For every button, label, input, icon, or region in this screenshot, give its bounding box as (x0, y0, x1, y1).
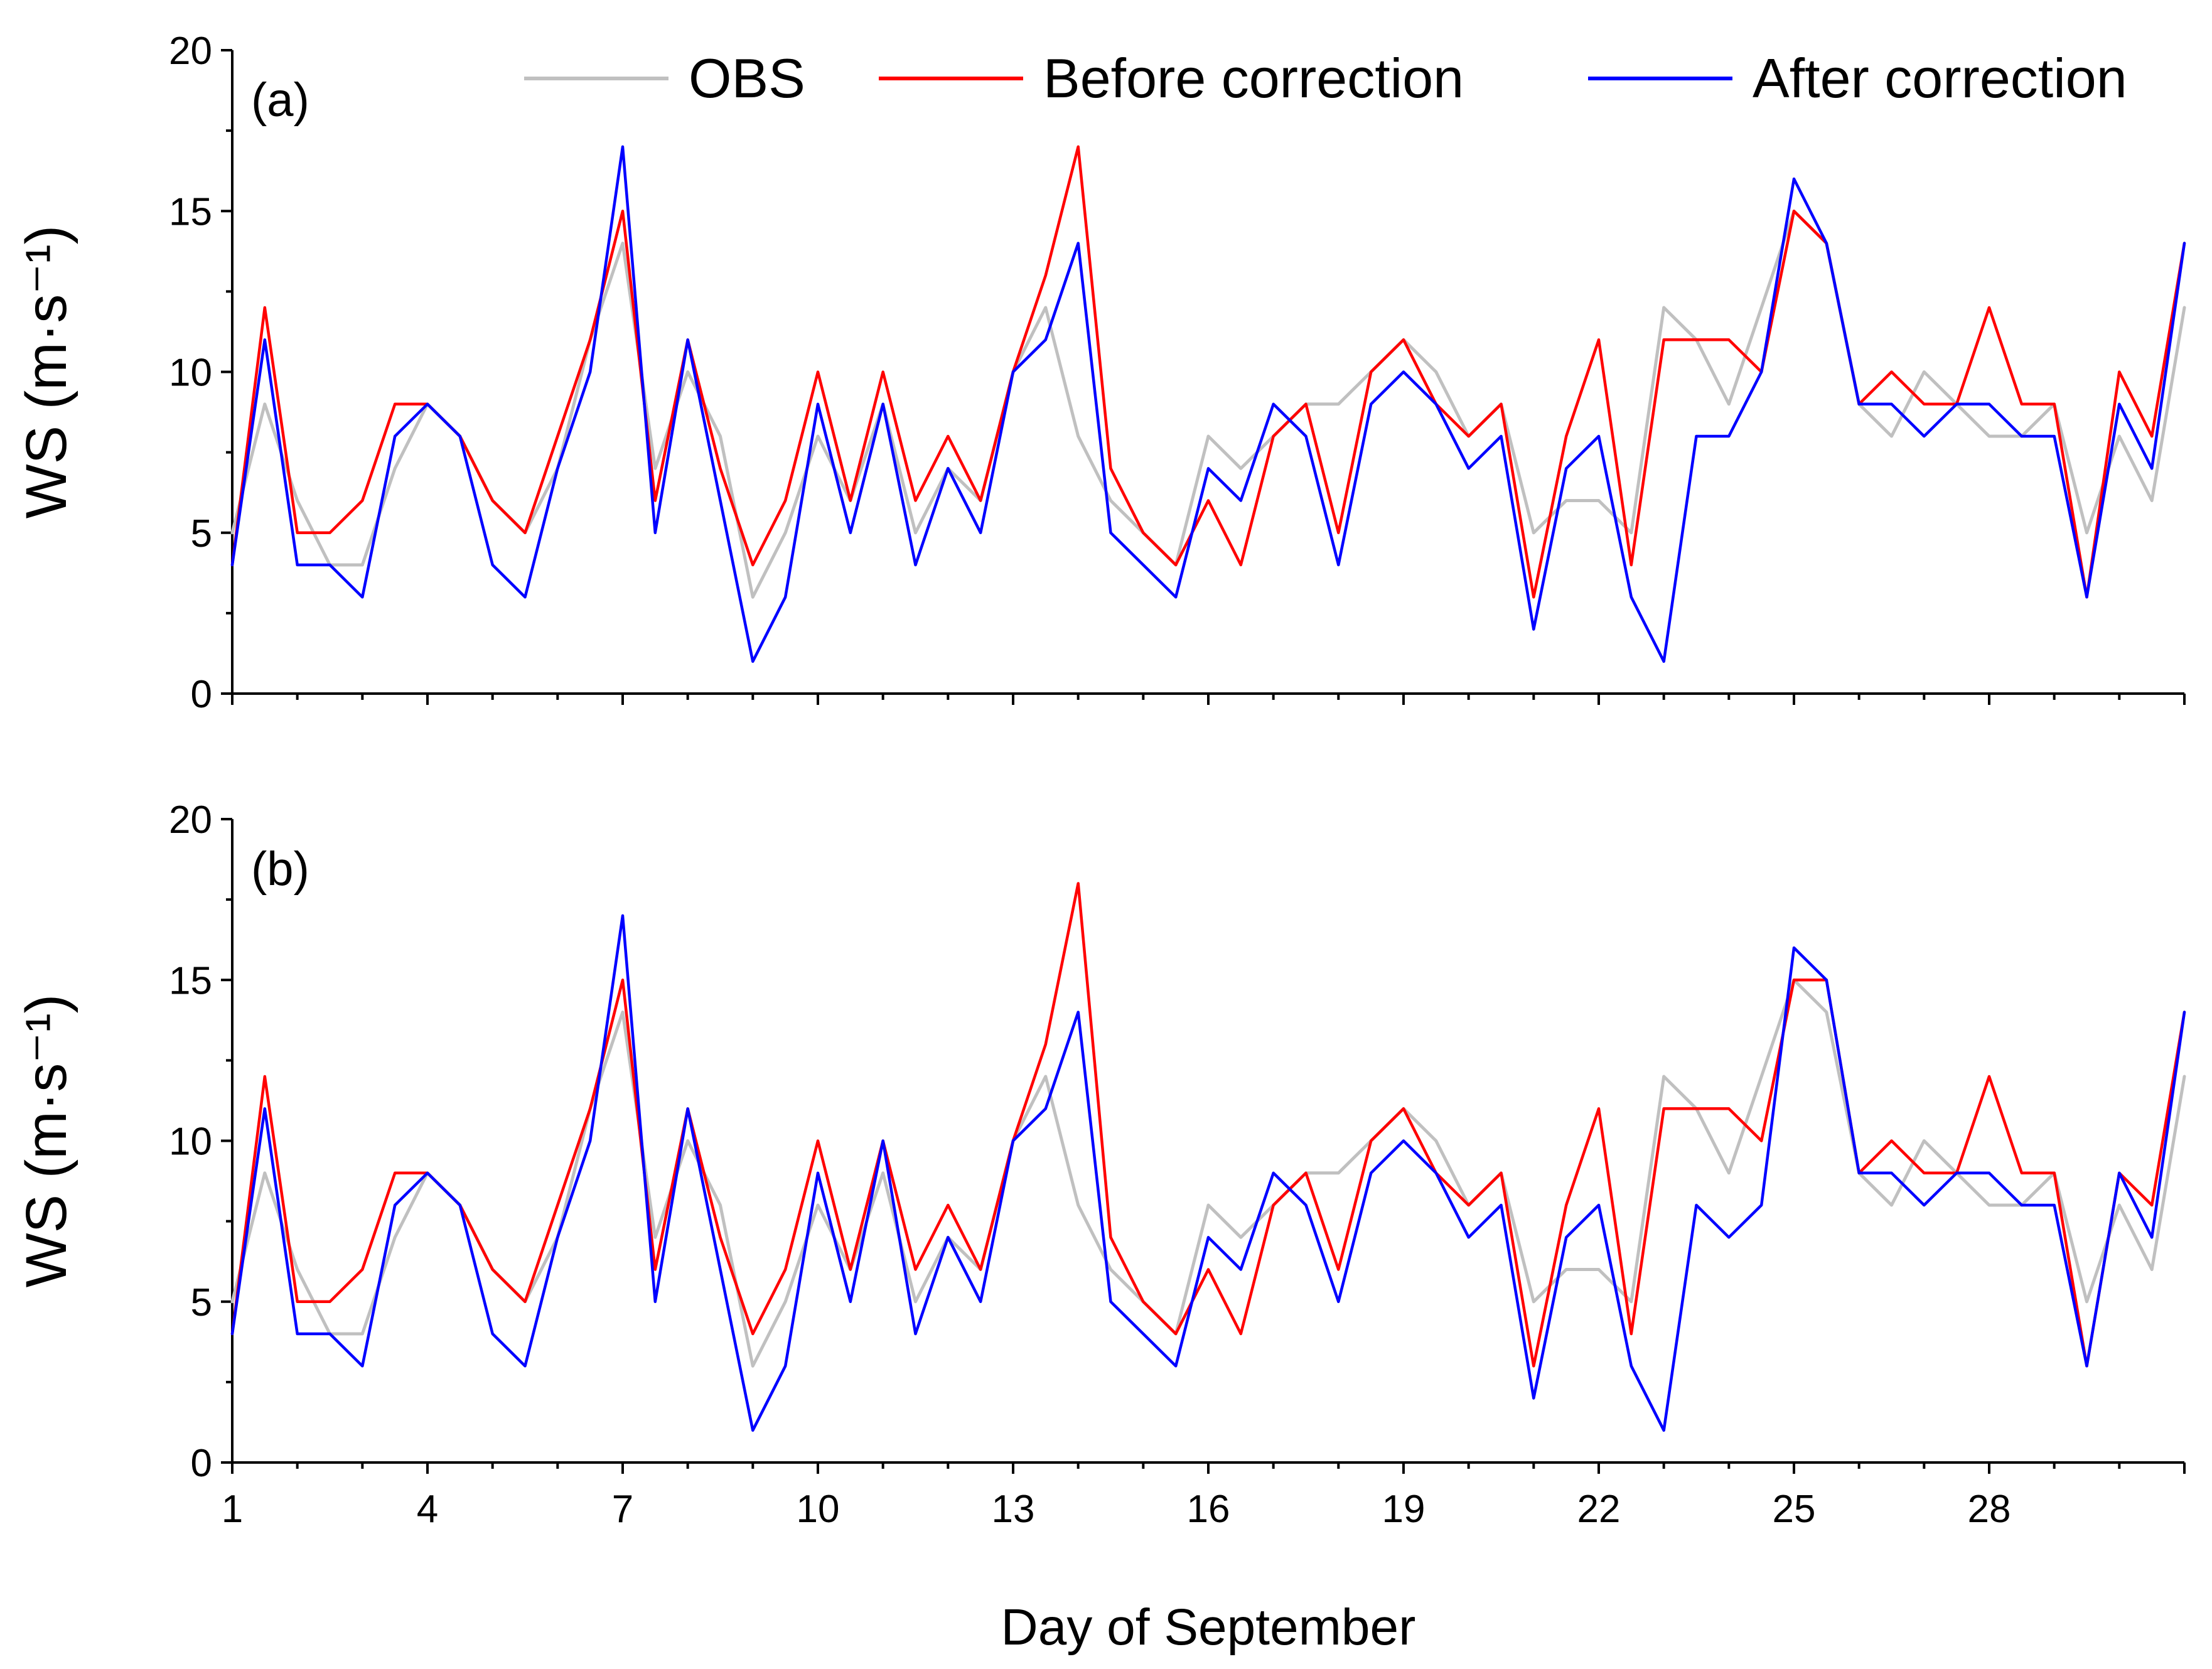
series-after-correction-a (230, 145, 2186, 663)
y-tick-label-a: 10 (169, 352, 212, 395)
y-axis-title-b: WS (m·s⁻¹) (14, 994, 78, 1288)
x-axis-title: Day of September (1001, 1599, 1416, 1656)
panel-label-b: (b) (251, 842, 309, 896)
series-before-correction-a (230, 145, 2186, 599)
x-tick-label: 13 (992, 1488, 1035, 1531)
x-tick-label: 7 (612, 1488, 633, 1531)
x-tick-label: 22 (1577, 1488, 1621, 1531)
x-tick-label: 1 (222, 1488, 243, 1531)
panel-a: 0 5 10 15 20 WS (m·s⁻¹) (a) (14, 30, 2186, 716)
y-tick-label-b: 15 (169, 959, 212, 1002)
y-tick-label-b: 0 (191, 1442, 212, 1485)
x-tick-label: 4 (417, 1488, 438, 1531)
series-after-correction-b (230, 914, 2186, 1432)
legend-label: OBS (689, 47, 805, 109)
y-tick-label-a: 20 (169, 30, 212, 73)
y-tick-label-a: 15 (169, 190, 212, 233)
legend: OBS Before correction After correction (524, 47, 2127, 109)
y-tick-label-a: 5 (191, 512, 212, 555)
y-tick-label-a: 0 (191, 673, 212, 716)
panel-b: 0 5 10 15 20 1 4 7 10 13 16 19 22 25 28 WS (m·s⁻¹) (b) (14, 798, 2186, 1531)
x-tick-label: 25 (1773, 1488, 1816, 1531)
x-tick-label: 16 (1187, 1488, 1230, 1531)
y-tick-label-b: 5 (191, 1281, 212, 1324)
y-tick-label-b: 10 (169, 1120, 212, 1164)
series-before-correction-b (230, 882, 2186, 1368)
x-tick-label: 28 (1968, 1488, 2011, 1531)
panel-label-a: (a) (251, 73, 309, 127)
x-tick-label: 19 (1382, 1488, 1425, 1531)
y-axis-title-a: WS (m·s⁻¹) (14, 225, 78, 519)
legend-label: Before correction (1043, 47, 1464, 109)
legend-label: After correction (1753, 47, 2127, 109)
y-tick-label-b: 20 (169, 798, 212, 842)
x-tick-label: 10 (797, 1488, 840, 1531)
